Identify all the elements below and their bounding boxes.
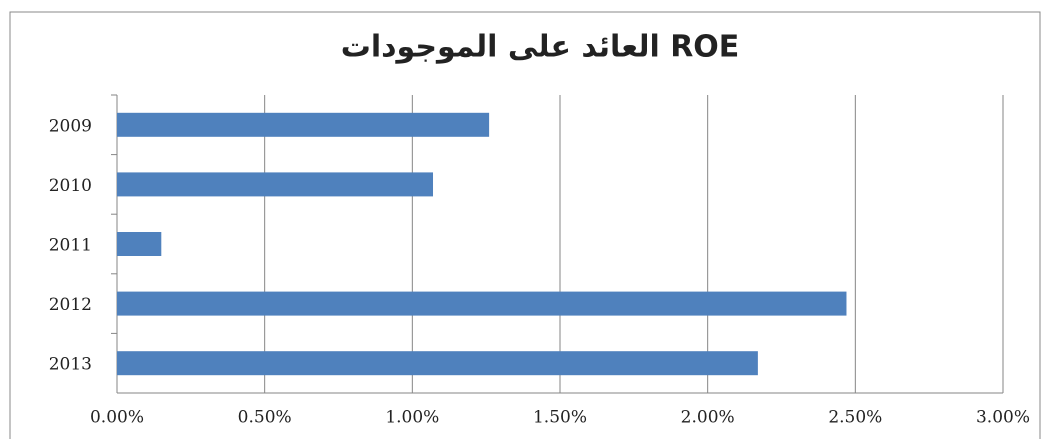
chart-title: العائد على الموجودات ROE — [341, 30, 740, 65]
y-tick-label: 2013 — [49, 355, 92, 375]
bar — [117, 112, 490, 137]
x-tick-label: 1.50% — [533, 408, 587, 428]
y-tick-label: 2010 — [49, 176, 92, 196]
x-tick-label: 1.00% — [385, 408, 439, 428]
x-tick-label: 2.00% — [681, 408, 735, 428]
x-tick-label: 2.50% — [828, 408, 882, 428]
x-tick-label: 0.50% — [238, 408, 292, 428]
y-tick-label: 2011 — [49, 236, 92, 256]
bar — [117, 291, 847, 316]
x-tick-label: 3.00% — [976, 408, 1030, 428]
x-tick-label: 0.00% — [90, 408, 144, 428]
y-tick-label: 2012 — [49, 295, 92, 315]
y-tick-label: 2009 — [49, 116, 92, 136]
bar — [117, 351, 758, 376]
bar — [117, 232, 162, 256]
bar — [117, 172, 434, 197]
